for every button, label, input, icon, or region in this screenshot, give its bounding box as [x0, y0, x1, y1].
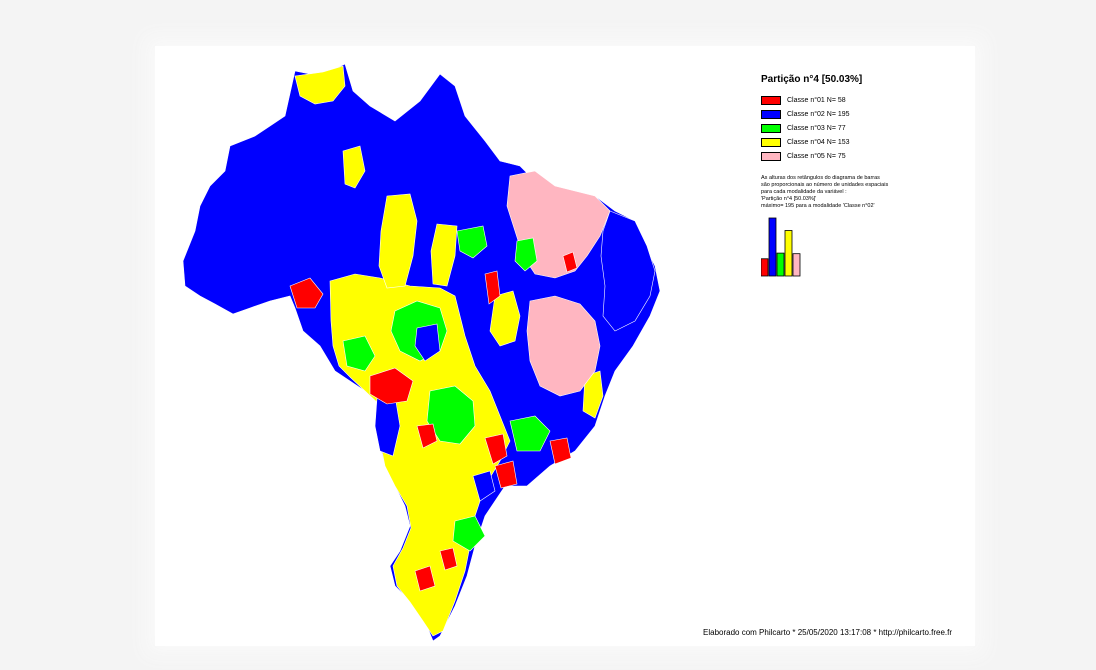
region-north-yellow-strip1 — [378, 193, 418, 289]
legend-row: Classe n°02 N= 195 — [761, 107, 961, 121]
region-center-red1 — [416, 423, 438, 449]
region-center-red2 — [484, 433, 508, 465]
region-south-blue — [472, 470, 496, 502]
legend-bar-diagram — [760, 217, 801, 277]
map-sheet: Partição n°4 [50.03%] Classe n°01 N= 58 C… — [155, 46, 975, 646]
legend-row: Classe n°04 N= 153 — [761, 135, 961, 149]
legend-swatch — [761, 109, 781, 119]
region-bahia-pink — [526, 295, 601, 397]
legend-label: Classe n°02 N= 195 — [787, 110, 850, 118]
legend-rows: Classe n°01 N= 58 Classe n°02 N= 195 Class… — [761, 93, 961, 163]
region-center-blue1 — [414, 323, 441, 362]
legend-row: Classe n°01 N= 58 — [761, 93, 961, 107]
legend-note-line: máximo= 195 para a modalidade 'Classe n°… — [761, 203, 875, 209]
region-southeast-red1 — [549, 437, 572, 465]
legend-label: Classe n°05 N= 75 — [787, 152, 846, 160]
credit-line: Elaborado com Philcarto * 25/05/2020 13:… — [703, 628, 953, 637]
legend-bar — [792, 253, 801, 277]
region-south-green — [452, 515, 486, 552]
region-north-green — [456, 225, 488, 259]
region-ne-green — [514, 237, 538, 272]
region-acre-red — [289, 277, 324, 309]
legend-label: Classe n°01 N= 58 — [787, 96, 846, 104]
region-southeast-red2 — [494, 460, 518, 489]
legend-note-line: são proporcionais ao número de unidades … — [761, 182, 889, 188]
map-legend: Partição n°4 [50.03%] Classe n°01 N= 58 C… — [760, 74, 961, 285]
legend-swatch — [761, 95, 781, 105]
region-northeast-yellow — [582, 370, 604, 419]
legend-row: Classe n°03 N= 77 — [761, 121, 961, 135]
legend-bar — [784, 230, 793, 277]
region-ne-red — [562, 251, 578, 273]
legend-note: As alturas dos retângulos do diagrama de… — [761, 175, 941, 210]
legend-title: Partição n°4 [50.03%] — [761, 74, 863, 85]
legend-note-line: As alturas dos retângulos do diagrama de… — [761, 175, 880, 181]
region-north-red — [484, 270, 501, 305]
legend-bar — [768, 217, 777, 277]
region-southeast-green — [509, 415, 551, 452]
region-ne-coast-blue — [600, 210, 656, 332]
map-svg — [182, 63, 661, 642]
legend-label: Classe n°03 N= 77 — [787, 124, 846, 132]
legend-swatch — [761, 137, 781, 147]
legend-label: Classe n°04 N= 153 — [787, 138, 850, 146]
legend-note-line: para cada modalidade da variável : — [761, 189, 847, 195]
region-tocantins-yellow — [489, 290, 521, 347]
region-south-red2 — [439, 547, 458, 571]
legend-swatch — [761, 123, 781, 133]
legend-swatch — [761, 151, 781, 161]
brazil-choropleth-map — [155, 46, 975, 646]
legend-bar — [760, 258, 769, 277]
legend-row: Classe n°05 N= 75 — [761, 149, 961, 163]
legend-note-line: 'Partição n°4 [50.03%]' — [761, 196, 817, 202]
region-north-yellow-spot — [342, 145, 366, 189]
region-west-green — [342, 335, 376, 372]
region-rondonia-red — [369, 367, 414, 405]
region-north-yellow-strip2 — [430, 223, 458, 287]
region-amapa-yellow — [294, 65, 346, 105]
legend-bar — [776, 252, 785, 277]
region-south-red1 — [414, 565, 436, 592]
